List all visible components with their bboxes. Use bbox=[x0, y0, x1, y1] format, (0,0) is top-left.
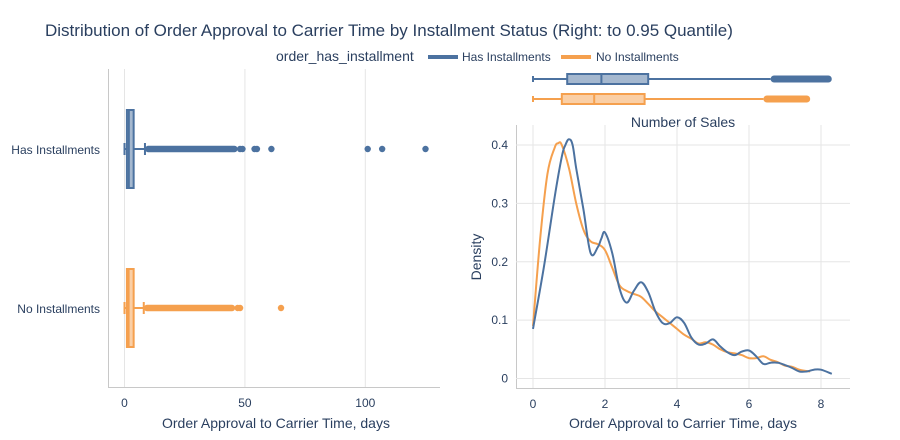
left-no-box[interactable] bbox=[125, 268, 135, 348]
density-plot: Number of Sales Order Approval to Carrie… bbox=[468, 114, 850, 431]
left-x-tick-label: 0 bbox=[121, 396, 128, 410]
density-line-has-installments[interactable] bbox=[532, 138, 833, 375]
left-has-outlier-point[interactable] bbox=[253, 145, 261, 153]
density-y-tick-label: 0.1 bbox=[491, 313, 508, 327]
left-y-tick-has-installments: Has Installments bbox=[11, 143, 100, 157]
density-x-tick-label: 2 bbox=[602, 397, 609, 411]
left-x-tick-label: 50 bbox=[238, 396, 252, 410]
top-series-has-installments[interactable] bbox=[533, 73, 832, 85]
left-has-outlier-point[interactable] bbox=[239, 145, 246, 153]
left-has-outlier-band bbox=[144, 145, 238, 153]
left-boxplot: Order Approval to Carrier Time, days Has… bbox=[11, 69, 440, 431]
left-series-has-installments[interactable] bbox=[123, 109, 429, 189]
density-x-axis-title: Order Approval to Carrier Time, days bbox=[569, 415, 797, 431]
chart-title: Distribution of Order Approval to Carrie… bbox=[45, 21, 733, 40]
legend-title: order_has_installment bbox=[276, 48, 414, 64]
left-has-outlier-point[interactable] bbox=[364, 145, 371, 153]
legend-label-has-installments: Has Installments bbox=[462, 50, 551, 64]
left-no-outlier-band bbox=[143, 304, 236, 312]
left-series-no-installments[interactable] bbox=[123, 268, 285, 348]
top-no-box[interactable] bbox=[560, 93, 646, 105]
top-has-box[interactable] bbox=[566, 73, 650, 85]
density-x-tick-label: 6 bbox=[746, 397, 753, 411]
top-series-no-installments[interactable] bbox=[533, 93, 811, 105]
legend[interactable]: order_has_installment Has Installments N… bbox=[276, 48, 679, 64]
density-y-tick-label: 0.2 bbox=[491, 255, 508, 269]
left-has-box[interactable] bbox=[125, 109, 135, 189]
left-y-tick-no-installments: No Installments bbox=[17, 302, 100, 316]
left-x-axis-title: Order Approval to Carrier Time, days bbox=[162, 415, 390, 431]
density-x-tick-label: 0 bbox=[530, 397, 537, 411]
left-no-outlier-point[interactable] bbox=[277, 304, 285, 312]
top-has-outlier-band bbox=[770, 75, 832, 83]
density-line-no-installments[interactable] bbox=[532, 141, 811, 373]
left-x-tick-label: 100 bbox=[355, 396, 375, 410]
top-right-boxplot bbox=[532, 73, 832, 105]
legend-label-no-installments: No Installments bbox=[596, 50, 679, 64]
density-y-tick-label: 0.4 bbox=[491, 138, 508, 152]
left-no-outlier-point[interactable] bbox=[236, 304, 244, 312]
left-has-outlier-point[interactable] bbox=[422, 145, 429, 153]
density-y-tick-label: 0.3 bbox=[491, 196, 508, 210]
density-subplot-title: Number of Sales bbox=[631, 114, 735, 130]
density-x-tick-label: 8 bbox=[818, 397, 825, 411]
density-x-tick-label: 4 bbox=[674, 397, 681, 411]
legend-item-no-installments[interactable]: No Installments bbox=[561, 50, 679, 64]
top-no-outlier-band bbox=[763, 95, 811, 103]
left-has-outlier-point[interactable] bbox=[268, 145, 275, 153]
legend-item-has-installments[interactable]: Has Installments bbox=[428, 50, 551, 64]
density-y-axis-title: Density bbox=[468, 234, 484, 281]
left-has-outlier-point[interactable] bbox=[378, 145, 386, 153]
density-y-tick-label: 0 bbox=[501, 372, 508, 386]
